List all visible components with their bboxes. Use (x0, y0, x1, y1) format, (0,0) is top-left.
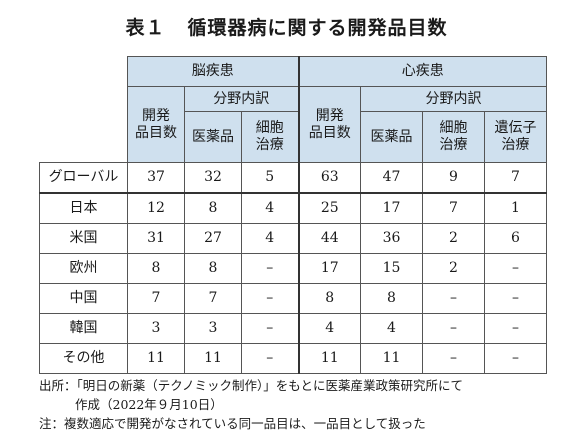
cell: 8 (297, 283, 361, 314)
table-number: 表１ (125, 17, 166, 39)
source-note-continued: 作成（2022年９月10日） (75, 397, 223, 412)
cell: – (241, 253, 299, 284)
development-count-table: 脳疾患 心疾患 開発 品目数 分野内訳 開発 品目数 分野内訳 医薬品 細胞 治療 医… (39, 56, 547, 374)
heart-breakdown-header: 分野内訳 (360, 86, 547, 112)
cell: – (484, 283, 547, 314)
cell: 9 (422, 162, 485, 194)
cell: 6 (484, 223, 547, 254)
cell: 8 (184, 192, 242, 224)
row-label: 米国 (39, 223, 128, 254)
cell: 31 (127, 223, 185, 254)
cell: – (484, 313, 547, 344)
cell: 11 (360, 343, 423, 374)
cell: 27 (184, 223, 242, 254)
cell: 15 (360, 253, 423, 284)
cell: 17 (297, 253, 361, 284)
cell: – (241, 313, 299, 344)
cell: 4 (360, 313, 423, 344)
table-row: 欧州 8 8 – 17 15 2 – (39, 253, 547, 284)
table-row: その他 11 11 – 11 11 – – (39, 343, 547, 374)
table-row: 韓国 3 3 – 4 4 – – (39, 313, 547, 344)
row-label: 日本 (39, 192, 128, 224)
row-label: 欧州 (39, 253, 128, 284)
heart-cell-therapy-header: 細胞 治療 (422, 111, 485, 163)
cell: 3 (127, 313, 185, 344)
brain-disease-header: 脳疾患 (127, 56, 299, 87)
brain-cell-therapy-header: 細胞 治療 (241, 111, 299, 163)
cell: 8 (184, 253, 242, 284)
brain-total-header: 開発 品目数 (127, 86, 185, 163)
cell: 32 (184, 162, 242, 194)
cell: 47 (360, 162, 423, 194)
footnote: 注：複数適応で開発がなされている同一品目は、一品目として扱った (39, 416, 426, 431)
brain-drug-header: 医薬品 (184, 111, 242, 163)
cell: 11 (297, 343, 361, 374)
cell: 4 (297, 313, 361, 344)
cell: 2 (422, 223, 485, 254)
heart-drug-header: 医薬品 (360, 111, 423, 163)
heart-gene-therapy-header: 遺伝子 治療 (484, 111, 547, 163)
cell: 4 (241, 192, 299, 224)
brain-breakdown-header: 分野内訳 (184, 86, 299, 112)
cell: – (484, 253, 547, 284)
cell: 5 (241, 162, 299, 194)
cell: – (422, 313, 485, 344)
cell: 7 (184, 283, 242, 314)
row-label: その他 (39, 343, 128, 374)
row-label: 韓国 (39, 313, 128, 344)
source-note: 出所：「明日の新薬（テクノミック制作）」をもとに医薬産業政策研究所にて (39, 378, 464, 393)
cell: 2 (422, 253, 485, 284)
cell: 1 (484, 192, 547, 224)
cell: 11 (127, 343, 185, 374)
cell: 4 (241, 223, 299, 254)
table-title-text: 循環器病に関する開発品目数 (187, 17, 448, 39)
cell: 17 (360, 192, 423, 224)
row-label: グローバル (39, 162, 128, 194)
table-row: グローバル 37 32 5 63 47 9 7 (39, 162, 547, 194)
table-row: 日本 12 8 4 25 17 7 1 (39, 192, 547, 224)
cell: 12 (127, 192, 185, 224)
cell: 7 (127, 283, 185, 314)
cell: 44 (297, 223, 361, 254)
cell: 37 (127, 162, 185, 194)
corner-cell (39, 56, 128, 163)
cell: 8 (360, 283, 423, 314)
cell: 63 (297, 162, 361, 194)
heart-disease-header: 心疾患 (297, 56, 547, 87)
table-title: 表１ 循環器病に関する開発品目数 (0, 13, 573, 40)
cell: – (484, 343, 547, 374)
cell: – (241, 283, 299, 314)
cell: 3 (184, 313, 242, 344)
cell: – (241, 343, 299, 374)
cell: 7 (484, 162, 547, 194)
cell: 25 (297, 192, 361, 224)
row-label: 中国 (39, 283, 128, 314)
cell: 8 (127, 253, 185, 284)
table-notes: 出所：「明日の新薬（テクノミック制作）」をもとに医薬産業政策研究所にて 作成（2… (39, 376, 463, 433)
table-row: 米国 31 27 4 44 36 2 6 (39, 223, 547, 254)
cell: 36 (360, 223, 423, 254)
cell: 11 (184, 343, 242, 374)
heart-total-header: 開発 品目数 (297, 86, 361, 163)
cell: – (422, 343, 485, 374)
table-row: 中国 7 7 – 8 8 – – (39, 283, 547, 314)
cell: 7 (422, 192, 485, 224)
cell: – (422, 283, 485, 314)
